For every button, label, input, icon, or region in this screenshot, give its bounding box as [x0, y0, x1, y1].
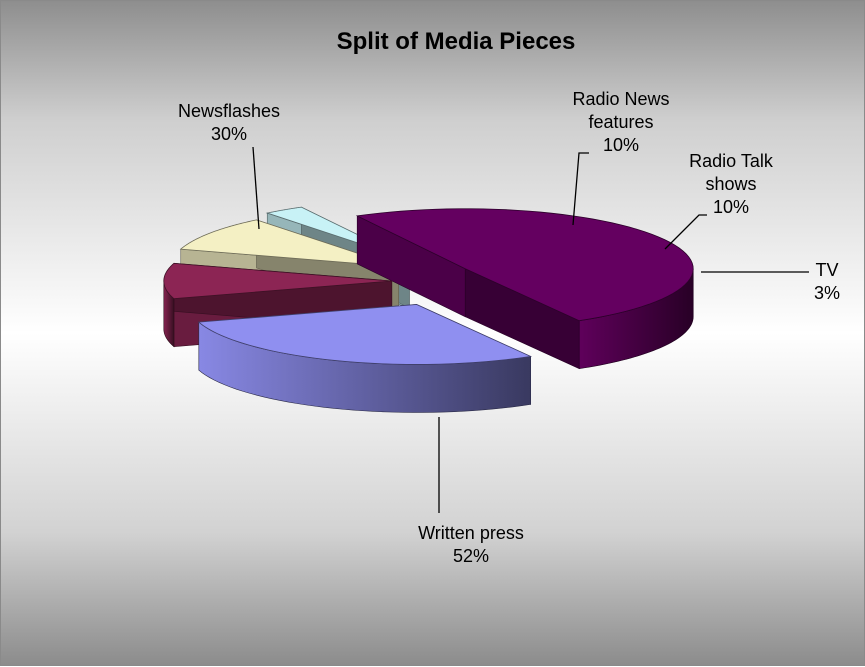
slice-top-face — [179, 219, 399, 268]
leader-line-radio-news-features — [572, 152, 589, 226]
slice-label-written-press: Written press 52% — [418, 523, 524, 566]
chart-title: Split of Media Pieces — [337, 28, 576, 55]
slice-top-face — [355, 208, 694, 322]
slice-label-newsflashes: Newsflashes 30% — [178, 101, 280, 144]
slice-label-radio-news-features: Radio News features 10% — [572, 89, 669, 155]
slice-percent-newsflashes: 30% — [211, 124, 247, 144]
leader-line-radio-talk-shows — [664, 214, 707, 250]
slice-label-tv: TV 3% — [814, 260, 840, 303]
slice-percent-written-press: 52% — [453, 546, 489, 566]
slice-percent-radio-talk-shows: 10% — [713, 197, 749, 217]
slice-top-face — [197, 304, 533, 365]
slices-layer — [163, 206, 694, 413]
slice-label-radio-talk-shows: Radio Talk shows 10% — [689, 151, 774, 217]
pie-slice-newsflashes — [197, 303, 533, 413]
slice-percent-radio-news-features: 10% — [603, 135, 639, 155]
slice-percent-tv: 3% — [814, 283, 840, 303]
leader-line-newsflashes — [252, 146, 260, 230]
pie-slice-written-press — [355, 208, 694, 370]
labels-layer: Newsflashes 30% Radio News features 10% Radio… — [178, 89, 840, 566]
slice-top-face — [163, 262, 392, 300]
